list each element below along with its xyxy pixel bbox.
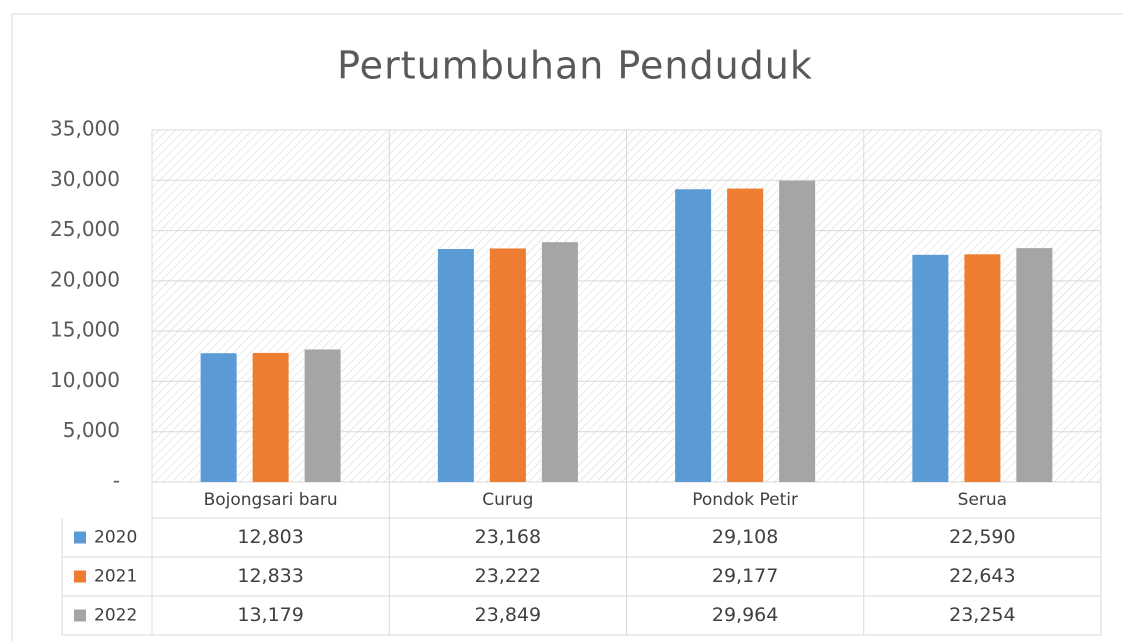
- legend-label: 2020: [94, 528, 137, 548]
- table-value: 23,168: [475, 526, 541, 548]
- table-value: 29,177: [712, 565, 778, 587]
- bar: [779, 180, 816, 482]
- x-tick-label: Curug: [482, 490, 533, 510]
- legend-label: 2022: [94, 606, 137, 626]
- y-tick-label: 15,000: [50, 318, 120, 342]
- table-value: 29,108: [712, 526, 778, 548]
- bar: [304, 349, 341, 482]
- table-value: 23,849: [475, 604, 541, 626]
- legend-key: [74, 609, 86, 622]
- legend-key: [74, 570, 86, 583]
- table-value: 23,222: [475, 565, 541, 587]
- x-tick-label: Serua: [958, 490, 1007, 510]
- x-tick-label: Bojongsari baru: [204, 490, 338, 510]
- y-tick-label: 10,000: [50, 368, 120, 392]
- table-value: 22,590: [949, 526, 1015, 548]
- bar: [437, 248, 474, 482]
- bar: [727, 188, 764, 482]
- x-tick-label: Pondok Petir: [692, 490, 798, 510]
- y-tick-label: 20,000: [50, 267, 120, 291]
- y-tick-label: 35,000: [50, 117, 120, 141]
- bar: [541, 242, 578, 482]
- table-value: 13,179: [237, 604, 303, 626]
- table-value: 12,833: [237, 565, 303, 587]
- bar: [252, 352, 289, 482]
- bar: [675, 189, 712, 482]
- y-tick-label: 30,000: [50, 167, 120, 191]
- legend-key: [74, 531, 86, 544]
- table-value: 23,254: [949, 604, 1015, 626]
- bar: [489, 248, 526, 482]
- y-tick-label: -: [113, 469, 120, 493]
- bar: [200, 353, 237, 482]
- table-value: 22,643: [949, 565, 1015, 587]
- legend-label: 2021: [94, 567, 137, 587]
- table-value: 12,803: [237, 526, 303, 548]
- chart-title: Pertumbuhan Penduduk: [337, 44, 813, 88]
- y-tick-label: 25,000: [50, 217, 120, 241]
- bar: [1016, 248, 1053, 482]
- bar: [912, 254, 949, 482]
- bar: [964, 254, 1001, 482]
- y-tick-label: 5,000: [63, 418, 120, 442]
- table-value: 29,964: [712, 604, 778, 626]
